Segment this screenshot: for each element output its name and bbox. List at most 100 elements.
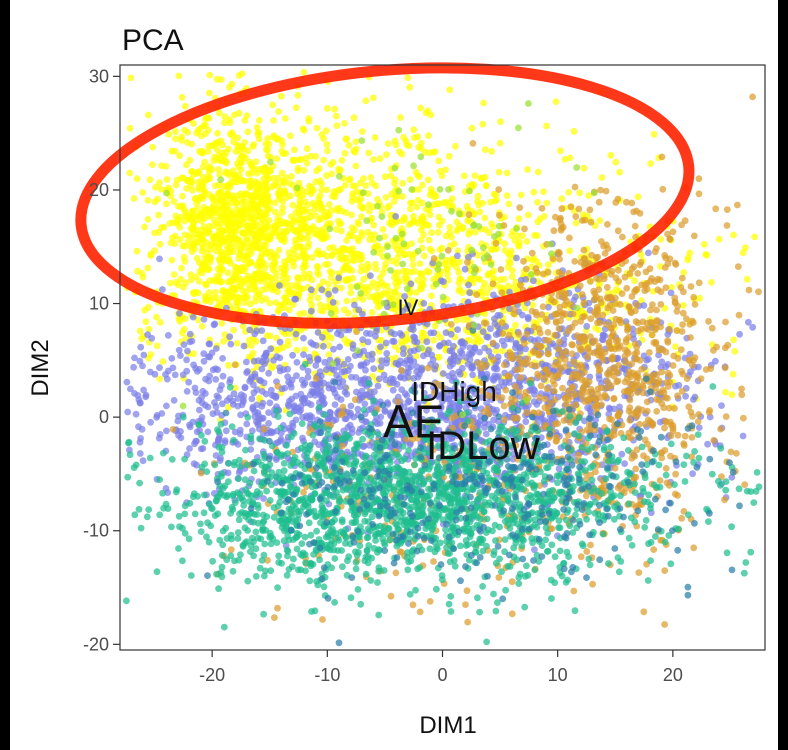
data-point [614,227,622,235]
data-point [144,111,152,119]
data-point [444,247,452,254]
data-point [190,460,198,468]
data-point [662,394,669,401]
data-point [133,247,141,255]
data-point [721,364,729,372]
data-point [205,165,213,173]
data-point [666,235,674,243]
data-point [566,247,573,255]
data-point [167,239,175,247]
data-point [303,159,311,167]
data-point [534,199,541,206]
data-point [297,226,304,233]
data-point [341,120,348,127]
data-point [415,186,422,193]
data-point [741,244,749,252]
data-point [665,404,673,412]
data-point [251,408,259,416]
data-point [517,365,525,373]
data-point [580,164,588,172]
data-point [677,346,685,353]
data-point [206,245,214,253]
data-point [485,348,493,355]
data-point [339,245,347,253]
data-point [275,246,283,254]
data-point [162,163,170,170]
data-point [457,348,464,355]
data-point [270,357,277,364]
data-point [594,385,602,393]
data-point [199,208,207,216]
data-point [168,256,176,264]
data-point [243,420,251,428]
data-point [163,402,170,410]
data-point [570,127,578,135]
data-point [722,413,730,420]
data-point [376,155,384,163]
data-point [370,293,378,301]
data-point [205,142,212,150]
data-point [537,382,545,390]
data-point [730,336,737,344]
data-point [633,301,641,309]
data-point [382,339,390,347]
data-point [667,421,675,429]
data-point [365,201,373,209]
data-point [288,173,295,180]
data-point [300,166,308,174]
data-point [255,117,263,124]
data-point [723,222,731,229]
data-point [286,132,294,140]
data-point [373,243,381,250]
data-point [245,229,253,236]
data-point [262,390,270,398]
data-point [216,171,224,179]
data-point [292,330,300,338]
data-point [299,125,307,133]
data-point [195,168,203,176]
data-point [235,469,243,476]
data-point [263,237,271,245]
data-point [264,192,271,199]
data-point [182,209,190,216]
data-point [517,191,525,199]
data-point [410,217,418,225]
data-point [327,207,335,214]
data-point [591,337,599,345]
data-point [219,287,227,294]
data-point [493,406,500,414]
data-point [447,330,455,338]
data-point [221,113,229,120]
data-point [341,149,349,157]
data-point [152,183,159,191]
data-point [540,212,548,220]
data-point [285,330,293,338]
data-point [508,273,516,280]
data-point [204,126,212,134]
data-point [188,276,195,284]
data-point [271,208,279,216]
data-point [379,225,387,233]
data-point [155,434,163,442]
data-point [481,214,489,222]
data-point [611,464,619,472]
data-point [163,427,170,435]
data-point [350,413,358,421]
data-point [278,208,286,216]
data-point [265,420,272,427]
data-point [531,349,539,356]
data-point [476,208,484,216]
data-point [597,186,604,194]
data-point [180,341,188,348]
data-point [222,158,230,166]
data-point [556,303,564,311]
data-point [533,269,541,276]
data-point [223,170,231,177]
data-point [214,437,222,444]
data-point [325,290,332,298]
data-point [687,334,694,341]
data-point [528,361,535,369]
data-point [140,351,148,359]
data-point [505,331,513,339]
